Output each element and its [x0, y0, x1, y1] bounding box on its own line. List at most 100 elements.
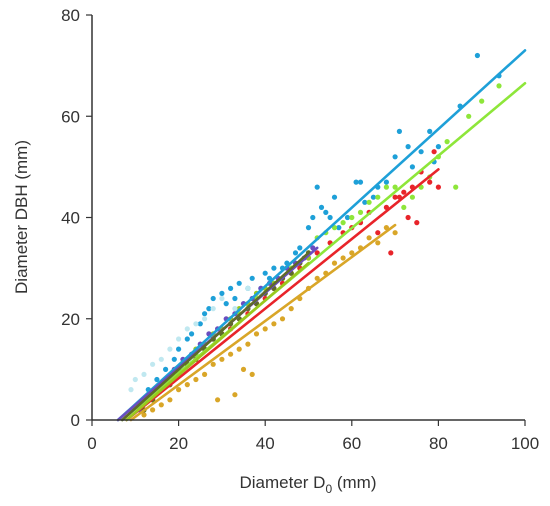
data-point [189, 331, 195, 337]
data-point [392, 184, 398, 190]
data-point [431, 149, 437, 155]
data-point [392, 154, 398, 160]
data-point [193, 321, 199, 327]
data-point [375, 240, 381, 246]
data-point [271, 321, 277, 327]
data-point [176, 387, 182, 393]
data-point [435, 184, 441, 190]
y-tick-label: 20 [61, 310, 80, 329]
fit-line [121, 251, 310, 422]
data-point [253, 331, 260, 337]
data-point [240, 366, 247, 372]
data-point [466, 113, 472, 119]
data-point [327, 214, 333, 221]
data-point [383, 179, 389, 185]
data-point [176, 346, 182, 352]
x-axis-title: Diameter D0 (mm) [239, 473, 376, 496]
data-point [314, 275, 320, 281]
data-point [163, 366, 169, 372]
data-point [314, 184, 320, 190]
data-point [202, 316, 208, 322]
data-point [249, 371, 255, 377]
data-point [262, 270, 268, 276]
data-point [128, 387, 134, 393]
data-point [141, 371, 147, 377]
data-point [357, 209, 364, 215]
x-tick-label: 100 [511, 434, 539, 453]
data-point [444, 139, 450, 145]
data-point [383, 184, 389, 190]
data-point [396, 128, 402, 134]
data-point [409, 194, 415, 200]
x-tick-label: 20 [169, 434, 188, 453]
data-point [219, 356, 225, 362]
data-point [405, 144, 411, 150]
data-point [418, 149, 424, 155]
data-point [388, 250, 394, 256]
data-point [427, 128, 433, 134]
y-tick-label: 60 [61, 107, 80, 126]
y-axis-title: Diameter DBH (mm) [12, 140, 31, 294]
axes [91, 15, 525, 421]
data-point [171, 356, 177, 362]
data-point [375, 230, 381, 236]
y-tick-label: 80 [61, 6, 80, 25]
data-point [409, 164, 415, 170]
data-point [279, 316, 286, 322]
data-point [232, 392, 238, 398]
data-point [236, 346, 242, 352]
data-point [331, 260, 338, 266]
data-point [496, 83, 502, 89]
data-point [362, 199, 368, 205]
y-tick-label: 0 [71, 411, 80, 430]
data-point [236, 280, 242, 286]
data-point [193, 376, 199, 383]
data-point [176, 336, 182, 342]
data-point [297, 245, 303, 251]
data-point [405, 214, 411, 221]
data-point [331, 194, 338, 200]
data-point [375, 194, 381, 200]
data-point [167, 346, 173, 352]
data-point [435, 144, 441, 150]
data-point [305, 225, 312, 231]
data-point [141, 412, 147, 418]
data-point [453, 184, 459, 190]
fit-line [129, 223, 397, 422]
ticks: 0 20 40 60 80 100 0 20 40 60 80 [61, 6, 539, 453]
data-point [202, 371, 208, 377]
data-point [357, 179, 364, 185]
data-point [223, 301, 229, 307]
data-point [210, 361, 216, 367]
data-point [474, 52, 480, 59]
data-point [184, 382, 190, 388]
data-point [318, 204, 325, 210]
data-point [158, 356, 164, 362]
data-point [479, 98, 485, 104]
data-point [344, 214, 351, 221]
x-tick-label: 80 [429, 434, 448, 453]
x-tick-label: 60 [342, 434, 361, 453]
data-point [249, 275, 255, 281]
data-point [336, 225, 342, 231]
data-point [262, 326, 268, 332]
data-point [228, 285, 234, 291]
data-point [210, 295, 216, 302]
data-point [210, 306, 216, 312]
data-point [132, 376, 138, 383]
data-point [232, 306, 238, 312]
data-point [245, 341, 251, 347]
data-point [158, 402, 164, 408]
data-point [392, 230, 398, 236]
data-point [340, 220, 346, 226]
data-point [401, 189, 407, 195]
data-point [427, 179, 433, 185]
x-tick-label: 40 [256, 434, 275, 453]
data-point [219, 290, 225, 296]
fit-line [116, 49, 527, 422]
fit-line [125, 261, 310, 422]
fit-line [121, 82, 527, 422]
data-point [150, 361, 156, 367]
data-point [245, 285, 251, 291]
